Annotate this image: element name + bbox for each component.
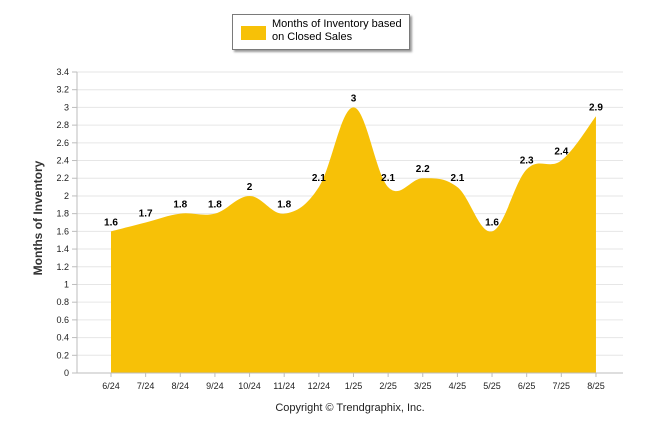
- x-tick-label: 5/25: [483, 381, 501, 391]
- y-tick-label: 1.8: [56, 209, 69, 219]
- x-tick-label: 6/24: [102, 381, 120, 391]
- data-label: 2.3: [520, 155, 534, 166]
- y-tick-label: 0.6: [56, 315, 69, 325]
- y-tick-label: 2.4: [56, 156, 69, 166]
- y-tick-label: 3.2: [56, 85, 69, 95]
- y-tick-label: 2: [64, 191, 69, 201]
- x-tick-label: 8/25: [587, 381, 605, 391]
- y-tick-label: 1.2: [56, 262, 69, 272]
- x-tick-label: 12/24: [308, 381, 331, 391]
- x-tick-label: 7/25: [553, 381, 571, 391]
- legend-swatch: [241, 26, 266, 40]
- x-tick-label: 3/25: [414, 381, 432, 391]
- y-tick-label: 1: [64, 279, 69, 289]
- y-tick-label: 2.6: [56, 138, 69, 148]
- data-label: 2: [247, 182, 253, 193]
- y-tick-label: 0.2: [56, 350, 69, 360]
- data-label: 3: [351, 93, 357, 104]
- x-tick-label: 9/24: [206, 381, 224, 391]
- y-tick-label: 3.4: [56, 67, 69, 77]
- x-tick-label: 2/25: [379, 381, 397, 391]
- x-tick-label: 7/24: [137, 381, 155, 391]
- y-axis-title: Months of Inventory: [31, 160, 45, 275]
- y-tick-label: 3: [64, 102, 69, 112]
- data-label: 2.2: [416, 164, 430, 175]
- data-label: 1.7: [139, 209, 153, 220]
- x-tick-label: 6/25: [518, 381, 536, 391]
- data-label: 1.8: [208, 200, 222, 211]
- x-tick-label: 8/24: [172, 381, 190, 391]
- area-series-months-of-inventory: [111, 107, 596, 373]
- x-tick-label: 11/24: [273, 381, 295, 391]
- y-tick-label: 2.8: [56, 120, 69, 130]
- data-label: 1.8: [173, 200, 187, 211]
- data-label: 2.9: [589, 102, 603, 113]
- data-label: 2.1: [381, 173, 395, 184]
- legend-label: Months of Inventory based on Closed Sale…: [272, 18, 402, 43]
- y-tick-label: 1.4: [56, 244, 69, 254]
- x-tick-labels: 6/24 7/24 8/24 9/24 10/24 11/24 12/24 1/25 2/25 3…: [102, 373, 605, 391]
- x-tick-label: 1/25: [345, 381, 363, 391]
- data-label: 2.4: [554, 147, 568, 158]
- y-tick-labels: 0 0.2 0.4 0.6 0.8 1 1.2 1.4 1.6 1.8 2 2.2 2.4 2.6 2.8 3…: [56, 67, 77, 378]
- data-label: 1.8: [277, 200, 291, 211]
- data-labels: 1.6 1.7 1.8 1.8 2 1.8 2.1 3 2.1 2.2 2.1 1.6 2.3 2.4 2.…: [104, 93, 603, 228]
- data-label: 1.6: [104, 217, 118, 228]
- legend: Months of Inventory based on Closed Sale…: [232, 14, 410, 50]
- y-tick-label: 0: [64, 368, 69, 378]
- x-tick-label: 4/25: [449, 381, 467, 391]
- data-label: 2.1: [312, 173, 326, 184]
- y-tick-label: 0.4: [56, 333, 69, 343]
- data-label: 1.6: [485, 217, 499, 228]
- y-tick-label: 1.6: [56, 226, 69, 236]
- x-tick-label: 10/24: [238, 381, 261, 391]
- copyright-text: Copyright © Trendgraphix, Inc.: [275, 402, 425, 414]
- y-tick-label: 0.8: [56, 297, 69, 307]
- y-tick-label: 2.2: [56, 173, 69, 183]
- data-label: 2.1: [450, 173, 464, 184]
